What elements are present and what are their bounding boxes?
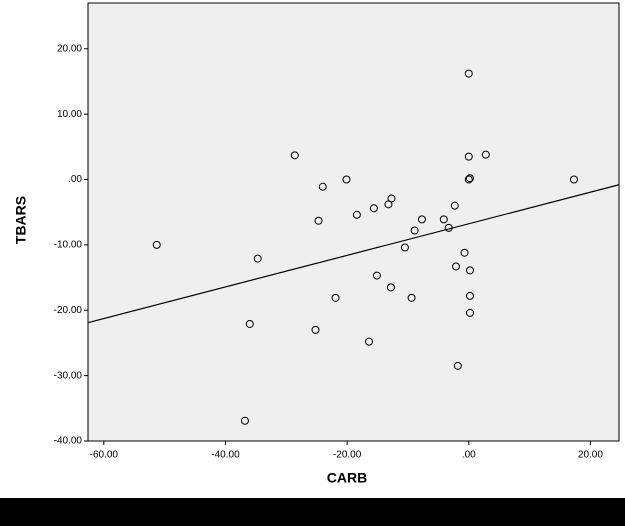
plot-area [87,2,620,442]
point [369,204,378,213]
x-tick-label: -20.00 [333,450,362,461]
point [465,308,474,317]
point [253,254,262,263]
point [386,283,395,292]
fit-line [87,184,620,324]
y-tick-label: -40.00 [54,436,83,447]
point [450,201,459,210]
bottom-bar [0,498,625,526]
point [318,182,327,191]
point [569,175,578,184]
y-tick-label: 10.00 [57,109,82,120]
point [407,293,416,302]
point [410,226,419,235]
point [464,152,473,161]
point [451,262,460,271]
y-tick-label: -10.00 [54,240,83,251]
point [481,150,490,159]
point [342,175,351,184]
x-tick-label: -60.00 [90,450,119,461]
point [400,243,409,252]
y-tick-label: .00 [68,174,82,185]
x-tick-label: 20.00 [578,450,603,461]
point [314,216,323,225]
point [240,416,249,425]
point [245,319,254,328]
point [387,194,396,203]
point [460,248,469,257]
point [331,293,340,302]
y-tick-label: 20.00 [57,43,82,54]
point [311,325,320,334]
point [290,151,299,160]
x-axis-title: CARB [327,470,367,486]
point [464,69,473,78]
x-tick-label: -40.00 [211,450,240,461]
x-tick-label: .00 [462,450,476,461]
point [465,266,474,275]
point [444,223,453,232]
point [465,174,474,183]
point [152,240,161,249]
y-tick-label: -30.00 [54,370,83,381]
point [417,215,426,224]
y-tick-label: -20.00 [54,305,83,316]
point [439,215,448,224]
point [453,361,462,370]
point [464,175,473,184]
point [365,337,374,346]
point [352,210,361,219]
y-axis-title: TBARS [13,196,29,244]
point [465,291,474,300]
point [372,271,381,280]
